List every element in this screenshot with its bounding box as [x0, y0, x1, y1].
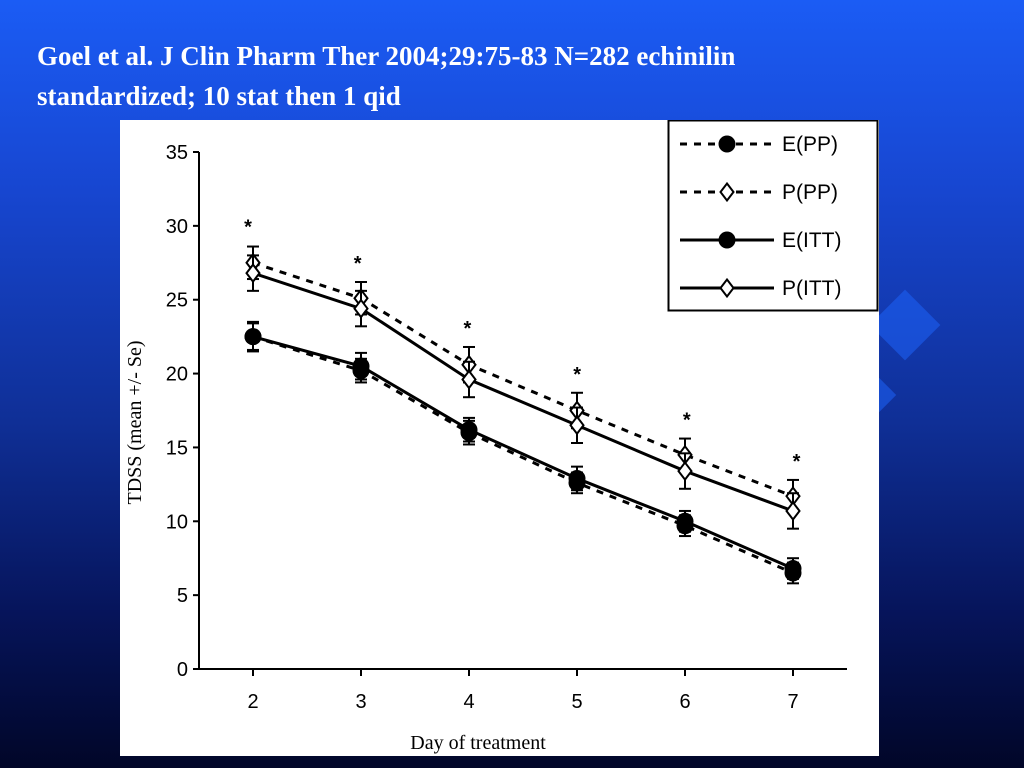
- legend-box: [667, 120, 879, 312]
- y-tick-label: 5: [177, 585, 188, 607]
- series-line-eitt: [252, 335, 794, 570]
- y-tick-label: 0: [177, 659, 188, 681]
- slide-title-line-1: Goel et al. J Clin Pharm Ther 2004;29:75…: [37, 41, 736, 71]
- x-axis-title: Day of treatment: [410, 732, 546, 754]
- y-tick-label: 25: [166, 290, 188, 312]
- x-tick-label: 2: [247, 691, 258, 713]
- x-tick-label: 3: [355, 691, 366, 713]
- data-point: [352, 357, 370, 375]
- y-tick-label: 35: [166, 142, 188, 164]
- data-point: [244, 328, 262, 346]
- tdss-line-chart: 0 5 10 15 20 25 30 35 2 3 4 5 6 7 Day of treatment TDSS…: [124, 120, 879, 754]
- y-tick-label: 20: [166, 364, 188, 386]
- significance-star: *: [244, 217, 252, 239]
- data-point: [353, 298, 369, 319]
- legend-label: P(ITT): [782, 277, 841, 300]
- data-point: [784, 560, 802, 578]
- slide-title: Goel et al. J Clin Pharm Ther 2004;29:75…: [37, 36, 997, 116]
- significance-star: *: [354, 253, 362, 275]
- significance-star: *: [573, 364, 581, 386]
- series-line-epp: [252, 335, 794, 575]
- significance-star: *: [683, 410, 691, 432]
- chart-panel: 0 5 10 15 20 25 30 35 2 3 4 5 6 7 Day of treatment TDSS…: [120, 120, 879, 756]
- series-line-pitt: [252, 271, 794, 513]
- data-point: [676, 512, 694, 530]
- significance-star: *: [464, 318, 472, 340]
- data-point: [677, 460, 693, 482]
- data-point: [568, 469, 586, 487]
- x-tick-label: 4: [463, 691, 474, 713]
- y-axis-title: TDSS (mean +/- Se): [124, 340, 146, 504]
- x-tick-label: 6: [679, 691, 690, 713]
- x-tick-label: 5: [571, 691, 582, 713]
- legend-label: P(PP): [782, 181, 838, 204]
- y-tick-label: 30: [166, 216, 188, 238]
- legend-marker: [718, 135, 736, 153]
- significance-star: *: [793, 451, 801, 473]
- background-decoration: [869, 289, 941, 361]
- y-tick-label: 15: [166, 437, 188, 459]
- data-point: [569, 415, 585, 436]
- legend-marker: [718, 231, 736, 249]
- series-line-ppp: [252, 261, 794, 498]
- data-point: [785, 500, 801, 522]
- legend-marker: [719, 181, 735, 203]
- legend-marker: [719, 277, 735, 299]
- y-tick-label: 10: [166, 511, 188, 533]
- data-point: [460, 421, 478, 439]
- data-point: [461, 369, 477, 390]
- legend-label: E(PP): [782, 133, 838, 156]
- data-point: [245, 262, 261, 284]
- x-tick-label: 7: [787, 691, 798, 713]
- legend-label: E(ITT): [782, 229, 841, 252]
- slide-title-line-2: standardized; 10 stat then 1 qid: [37, 81, 401, 111]
